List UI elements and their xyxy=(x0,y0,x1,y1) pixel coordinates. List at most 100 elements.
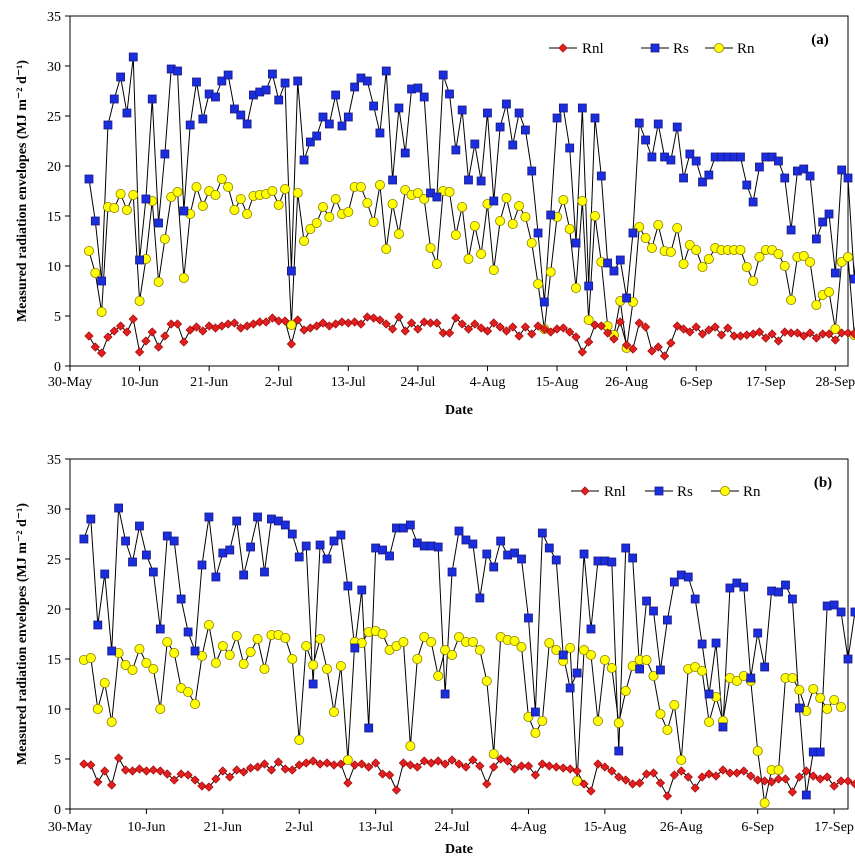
series-line-rs xyxy=(83,507,855,796)
data-point-rnl xyxy=(830,335,840,345)
data-point-rs xyxy=(527,166,537,176)
data-point-rn xyxy=(741,261,752,272)
data-point-rs xyxy=(533,228,543,238)
data-point-rnl xyxy=(293,315,303,325)
y-tick-label: 35 xyxy=(47,10,61,25)
data-point-rs xyxy=(502,99,511,109)
x-tick-label: 26-Aug xyxy=(660,820,703,835)
data-point-rnl xyxy=(753,775,763,785)
data-point-rn xyxy=(564,223,575,234)
data-point-rs xyxy=(381,66,391,76)
data-point-rs xyxy=(634,118,644,128)
data-point-rnl xyxy=(176,769,186,779)
data-point-rs xyxy=(508,140,518,150)
x-tick-label: 10-Jun xyxy=(121,375,159,390)
data-point-rnl xyxy=(495,322,505,332)
data-point-rn xyxy=(572,776,583,787)
data-point-rn xyxy=(533,278,544,289)
data-point-rnl xyxy=(754,327,765,337)
data-point-rnl xyxy=(539,324,550,334)
data-point-rnl xyxy=(425,318,436,328)
data-point-rnl xyxy=(710,322,720,332)
data-point-rs xyxy=(725,583,735,593)
data-point-rnl xyxy=(558,323,568,333)
data-point-rs xyxy=(253,512,262,522)
data-point-rnl xyxy=(659,351,670,361)
data-point-rs xyxy=(558,650,568,660)
data-point-rnl xyxy=(716,330,727,340)
data-point-rs xyxy=(447,567,457,577)
data-point-rn xyxy=(786,294,797,305)
data-point-rn xyxy=(824,286,835,297)
data-point-rnl xyxy=(634,318,644,328)
data-point-rnl xyxy=(634,778,645,788)
x-tick-label: 4-Aug xyxy=(470,375,506,390)
data-point-rnl xyxy=(204,782,214,792)
data-point-rs xyxy=(204,512,214,522)
data-point-rs xyxy=(748,197,758,207)
data-point-rnl xyxy=(704,325,714,335)
data-point-rn xyxy=(229,204,240,215)
data-point-rn xyxy=(507,218,518,229)
data-point-rs xyxy=(736,152,745,162)
data-point-rnl xyxy=(141,766,152,776)
data-point-rs xyxy=(805,171,815,181)
legend: Rnl Rs Rn xyxy=(549,41,755,57)
data-point-rnl xyxy=(723,323,733,333)
data-point-rnl xyxy=(653,342,663,352)
data-point-rn xyxy=(141,658,152,669)
data-point-rn xyxy=(558,194,569,205)
data-point-rn xyxy=(196,651,207,662)
data-point-rs xyxy=(357,585,367,595)
data-point-rnl xyxy=(468,755,478,765)
data-point-rs xyxy=(100,569,110,579)
data-point-rs xyxy=(148,567,158,577)
data-point-rs xyxy=(464,175,473,185)
data-point-rs xyxy=(517,554,526,564)
data-point-rnl xyxy=(628,344,638,354)
data-point-rnl xyxy=(318,318,328,328)
data-point-rn xyxy=(544,638,555,649)
legend-item-rn: Rn xyxy=(705,41,755,57)
data-point-rs xyxy=(318,112,328,122)
data-point-rnl xyxy=(799,331,809,341)
data-point-rs xyxy=(468,539,478,549)
data-point-rnl xyxy=(475,761,485,771)
data-point-rn xyxy=(203,620,214,631)
data-point-rn xyxy=(190,699,201,710)
data-point-rn xyxy=(606,663,617,674)
data-point-rs xyxy=(299,155,309,165)
data-point-rnl xyxy=(697,329,708,339)
data-point-rnl xyxy=(603,328,613,338)
data-point-rnl xyxy=(218,766,228,776)
data-point-rnl xyxy=(621,340,632,350)
data-point-rn xyxy=(343,206,354,217)
data-point-rn xyxy=(368,216,379,227)
data-point-rs xyxy=(615,255,625,265)
data-point-rs xyxy=(514,108,524,118)
data-point-rn xyxy=(191,181,202,192)
data-point-rnl xyxy=(697,772,707,782)
data-point-rnl xyxy=(337,317,347,327)
data-point-rnl xyxy=(377,769,388,779)
data-point-rnl xyxy=(565,764,575,774)
data-point-rnl xyxy=(811,333,821,343)
data-point-rnl xyxy=(141,336,151,346)
legend-marker-rnl xyxy=(558,43,568,53)
data-point-rnl xyxy=(245,763,256,773)
data-point-rn xyxy=(773,765,784,776)
data-point-rs xyxy=(829,600,839,610)
data-point-rn xyxy=(412,187,423,198)
data-point-rnl xyxy=(766,777,777,787)
y-tick-label: 35 xyxy=(47,453,61,468)
data-point-rs xyxy=(121,536,130,546)
data-point-rs xyxy=(350,82,360,92)
data-point-rs xyxy=(818,217,828,227)
data-point-rs xyxy=(544,543,554,553)
data-point-rnl xyxy=(794,772,804,782)
data-point-rs xyxy=(683,572,693,582)
data-point-rnl xyxy=(666,338,676,348)
data-point-rs xyxy=(656,665,665,675)
data-point-rn xyxy=(476,248,487,259)
data-point-rnl xyxy=(792,328,803,338)
